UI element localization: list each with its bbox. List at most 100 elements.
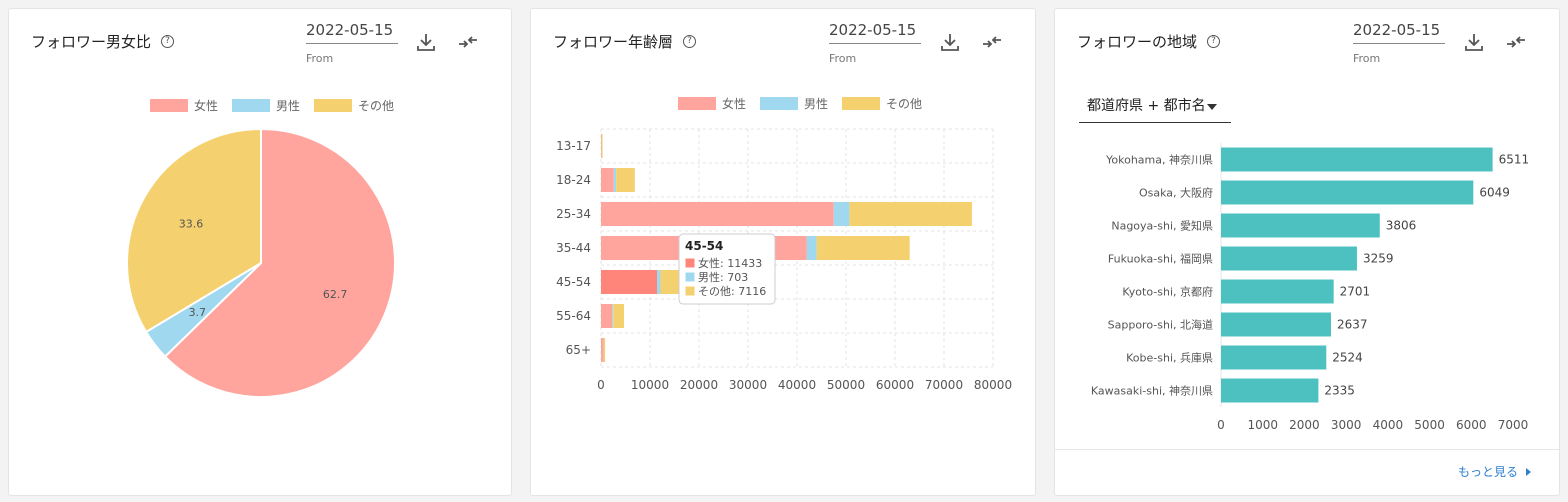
- bar-value-label: 3806: [1386, 219, 1417, 233]
- tooltip-line: 女性: 11433: [698, 256, 762, 270]
- region-bar: [1221, 180, 1474, 205]
- legend-swatch: [150, 99, 188, 112]
- pie-slice: [163, 127, 396, 398]
- footer-divider: [1055, 449, 1559, 450]
- x-tick-label: 80000: [974, 378, 1012, 392]
- x-tick-label: 3000: [1331, 418, 1362, 432]
- show-more-label: もっと見る: [1457, 465, 1518, 479]
- y-tick-label: 65+: [566, 343, 591, 357]
- bar-segment: [849, 202, 972, 226]
- date-value[interactable]: 2022-05-15: [829, 21, 921, 44]
- legend-label: 男性: [276, 99, 300, 113]
- bar-segment: [601, 338, 604, 362]
- tooltip-box: [678, 233, 776, 305]
- compare-arrows-icon[interactable]: [1505, 31, 1527, 53]
- region-bar-chart: 0 1000 2000 3000 4000 5000 6000 7000 Yokohama, 神…: [1091, 143, 1530, 432]
- bar-segment: [601, 134, 603, 158]
- y-tick-label: 35-44: [556, 241, 591, 255]
- tooltip-line: その他: 7116: [698, 285, 766, 298]
- legend-label: その他: [886, 97, 922, 111]
- bar-segment: [816, 236, 910, 260]
- chevron-right-icon: [1526, 467, 1531, 476]
- x-tick-label: 5000: [1414, 418, 1445, 432]
- bar-value-label: 2637: [1337, 318, 1368, 332]
- date-from-field[interactable]: 2022-05-15 From: [306, 21, 398, 65]
- date-label: From: [829, 52, 857, 65]
- legend-label: 女性: [722, 96, 746, 111]
- bar-segment: [806, 236, 817, 260]
- bar-segment: [601, 270, 658, 294]
- legend-swatch: [314, 99, 352, 112]
- y-tick-label: 25-34: [556, 207, 591, 221]
- legend-swatch: [232, 99, 270, 112]
- download-icon[interactable]: [415, 31, 437, 53]
- x-tick-label: 60000: [876, 378, 914, 392]
- pie-slice-label: 62.7: [323, 288, 348, 301]
- x-tick-label: 70000: [925, 378, 963, 392]
- date-value[interactable]: 2022-05-15: [1353, 21, 1445, 44]
- bar-value-label: 2701: [1340, 285, 1371, 299]
- tooltip-swatch: [684, 285, 696, 297]
- gender-card-header: フォロワー男女比 ?: [31, 31, 175, 52]
- show-more-link[interactable]: もっと見る: [1458, 463, 1531, 480]
- date-label: From: [1353, 52, 1381, 65]
- x-tick-label: 6000: [1456, 418, 1487, 432]
- y-tick-label: Osaka, 大阪府: [1139, 186, 1213, 200]
- date-from-field[interactable]: 2022-05-15 From: [829, 21, 921, 65]
- age-card-header: フォロワー年齢層 ?: [553, 31, 697, 52]
- x-tick-label: 40000: [778, 378, 816, 392]
- region-level-select[interactable]: 都道府県 + 都市名: [1079, 93, 1231, 123]
- x-tick-label: 50000: [827, 378, 865, 392]
- download-icon[interactable]: [939, 31, 961, 53]
- bar-value-label: 6049: [1479, 186, 1510, 200]
- y-tick-label: 45-54: [556, 275, 591, 289]
- legend-label: 男性: [804, 97, 828, 111]
- x-tick-label: 4000: [1373, 418, 1404, 432]
- bar-value-label: 3259: [1363, 252, 1394, 266]
- region-level-select-value: 都道府県 + 都市名: [1087, 98, 1206, 114]
- question-circle-icon[interactable]: ?: [1207, 35, 1221, 48]
- x-tick-label: 20000: [680, 378, 718, 392]
- region-bar: [1221, 213, 1380, 238]
- y-tick-label: Nagoya-shi, 愛知県: [1111, 219, 1213, 233]
- bar-segment: [601, 304, 613, 328]
- gender-card-title: フォロワー男女比: [31, 33, 152, 51]
- bar-segment: [613, 304, 625, 328]
- download-icon[interactable]: [1463, 31, 1485, 53]
- bar-segment: [612, 304, 614, 328]
- bar-segment: [616, 168, 635, 192]
- tooltip-swatch: [684, 271, 696, 283]
- question-circle-icon[interactable]: ?: [683, 35, 697, 48]
- date-from-field[interactable]: 2022-05-15 From: [1353, 21, 1445, 65]
- x-tick-label: 0: [1217, 418, 1225, 432]
- legend-label: 女性: [194, 98, 218, 113]
- date-value[interactable]: 2022-05-15: [306, 21, 398, 44]
- legend-label: その他: [358, 99, 394, 113]
- y-tick-label: Kobe-shi, 兵庫県: [1126, 351, 1213, 365]
- legend-swatch: [678, 97, 716, 110]
- legend-swatch: [760, 97, 798, 110]
- chevron-down-icon: [1207, 104, 1217, 110]
- bar-segment: [603, 338, 606, 362]
- x-tick-label: 30000: [729, 378, 767, 392]
- question-circle-icon[interactable]: ?: [161, 35, 175, 48]
- bar-value-label: 6511: [1499, 153, 1530, 167]
- y-tick-label: 13-17: [556, 139, 591, 153]
- pie-slice-label: 33.6: [179, 217, 204, 230]
- x-tick-label: 10000: [631, 378, 669, 392]
- legend-swatch: [842, 97, 880, 110]
- x-tick-label: 2000: [1289, 418, 1320, 432]
- region-bar: [1221, 312, 1332, 337]
- bar-segment: [601, 168, 614, 192]
- bar-segment: [657, 270, 661, 294]
- region-bar: [1221, 345, 1327, 370]
- compare-arrows-icon[interactable]: [981, 31, 1003, 53]
- y-tick-label: Sapporo-shi, 北海道: [1108, 318, 1213, 332]
- bar-segment: [613, 168, 617, 192]
- y-tick-label: 18-24: [556, 173, 591, 187]
- bar-segment: [601, 202, 834, 226]
- age-bar-chart: 女性 男性 その他 0 10000 20000 30000 40000 50000 60000 70…: [556, 96, 1012, 392]
- compare-arrows-icon[interactable]: [457, 31, 479, 53]
- region-bar: [1221, 378, 1319, 403]
